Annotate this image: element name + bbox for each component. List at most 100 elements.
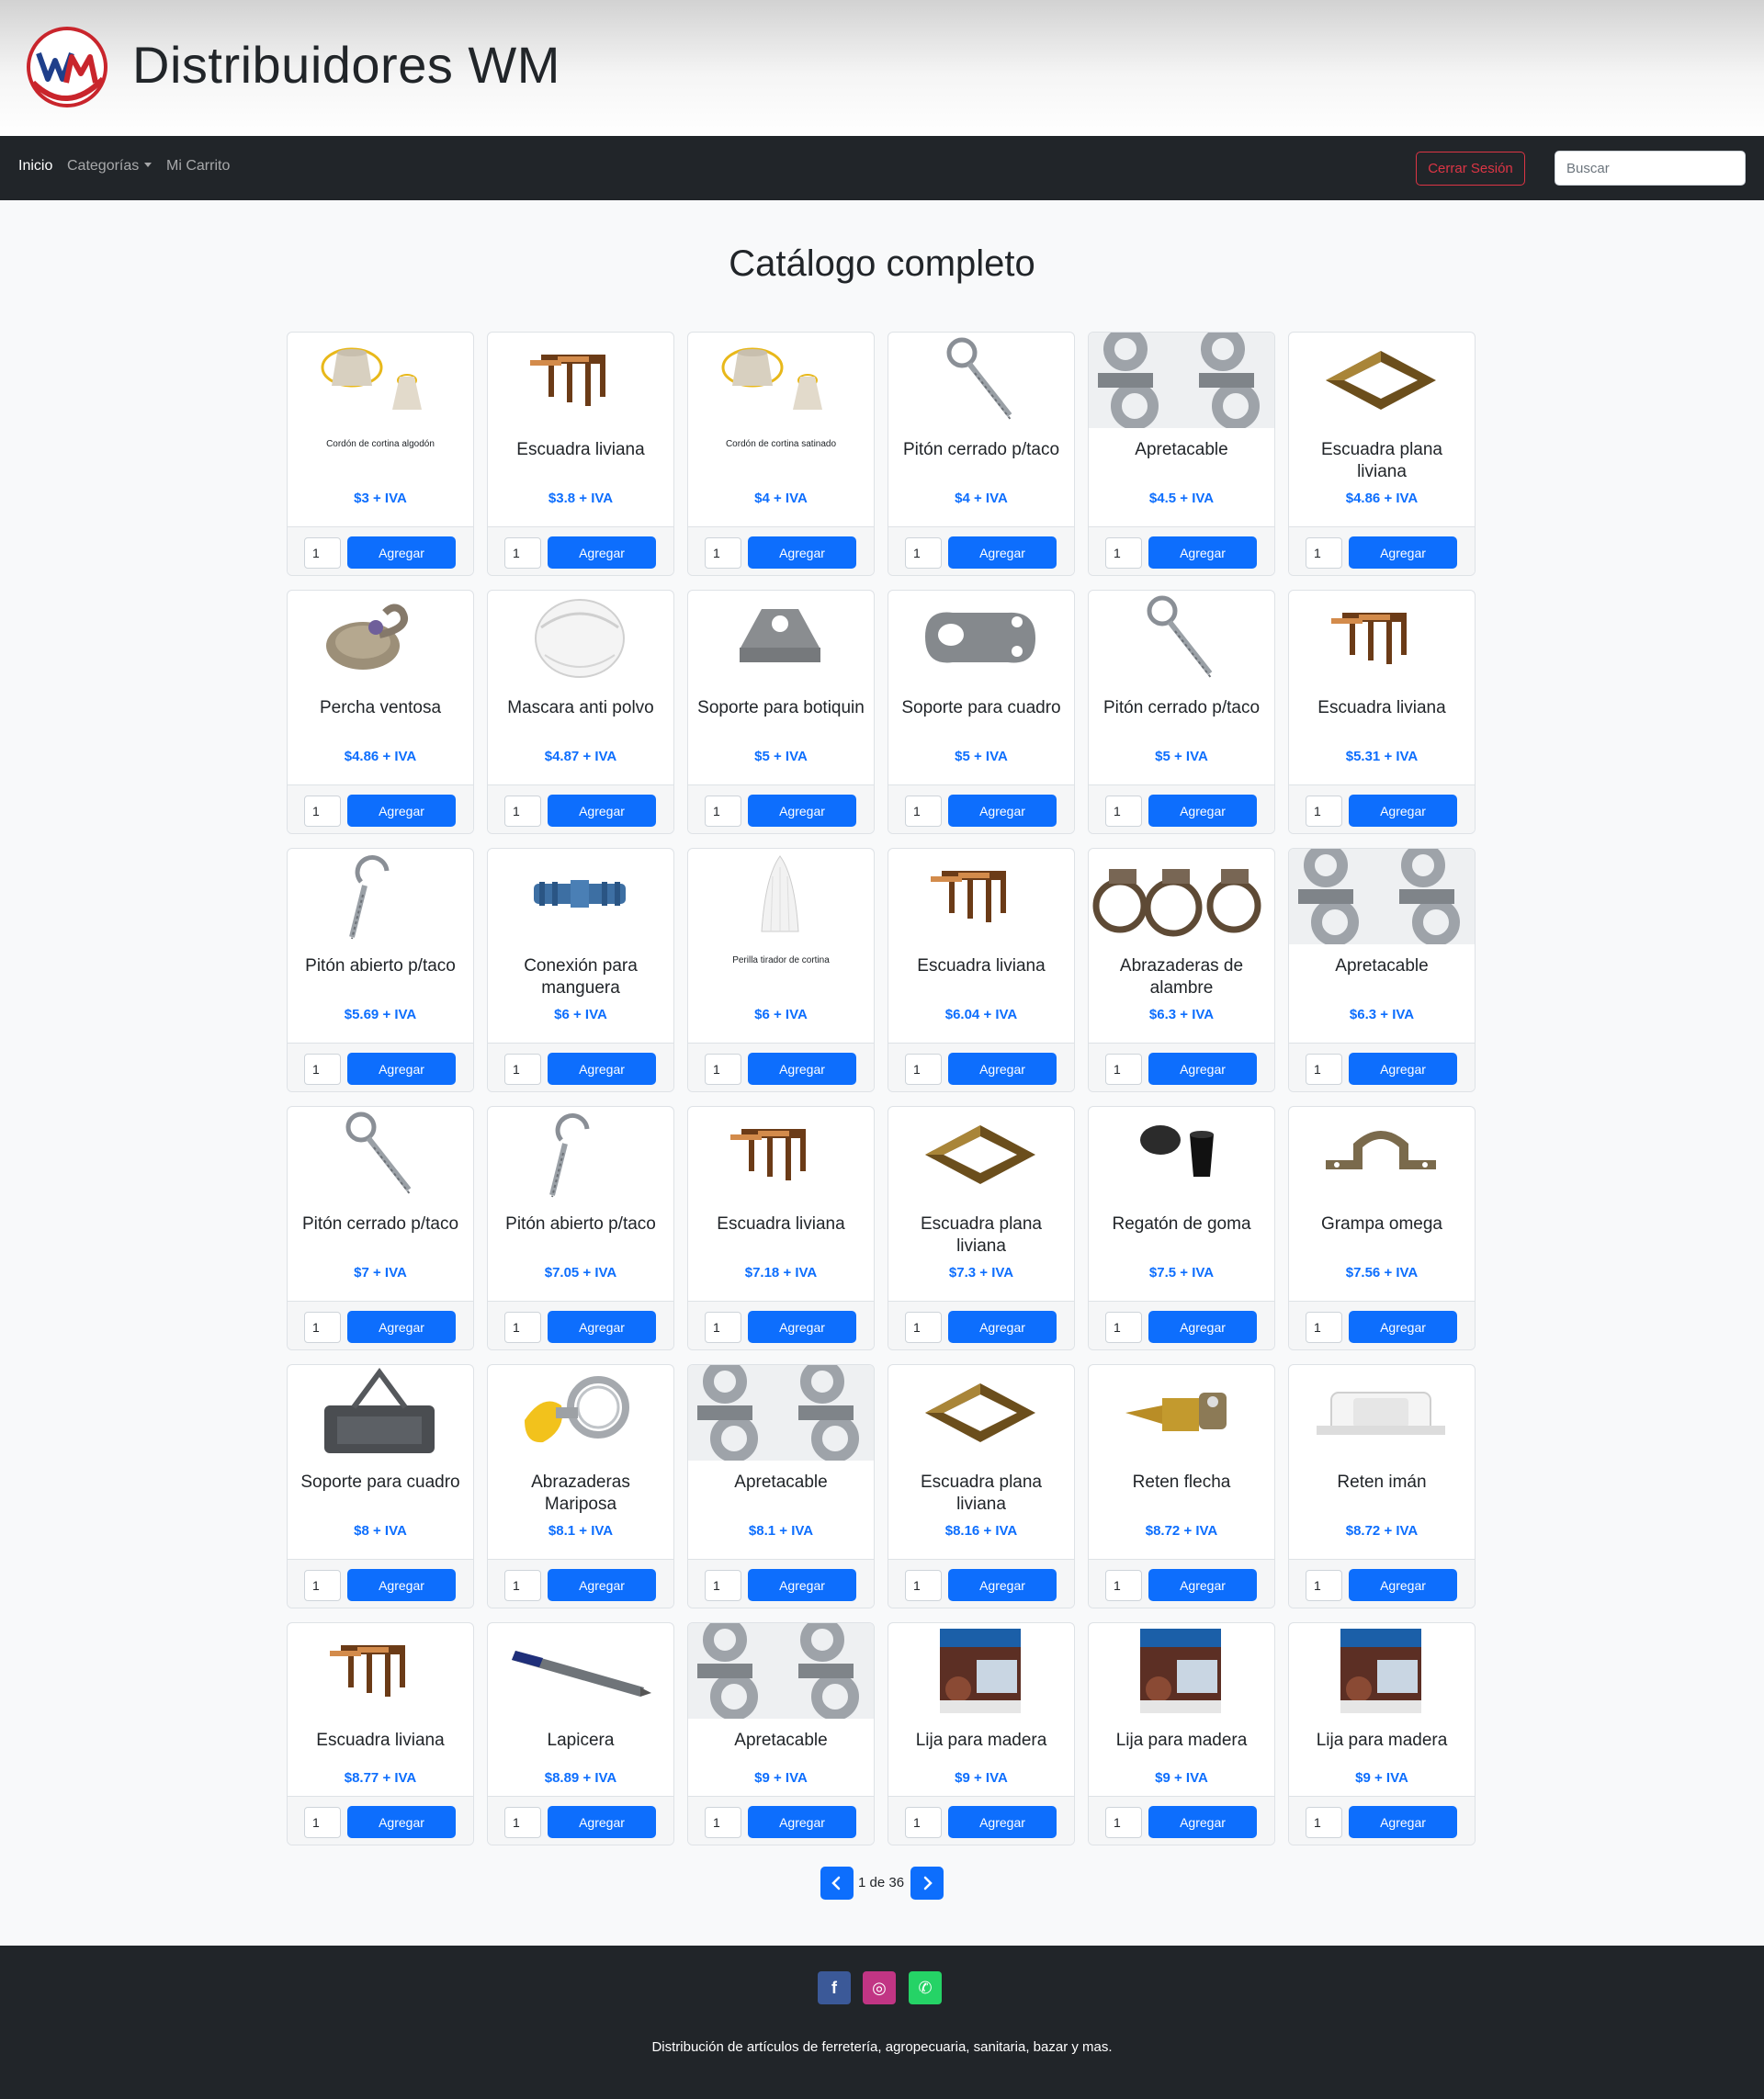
sandpaper-icon <box>1140 1629 1221 1713</box>
quantity-input[interactable] <box>1105 1312 1142 1343</box>
add-to-cart-button[interactable]: Agregar <box>948 795 1057 827</box>
quantity-input[interactable] <box>905 1312 942 1343</box>
add-to-cart-button[interactable]: Agregar <box>548 536 656 569</box>
add-to-cart-button[interactable]: Agregar <box>548 795 656 827</box>
add-to-cart-button[interactable]: Agregar <box>948 1053 1057 1085</box>
add-to-cart-button[interactable]: Agregar <box>1349 1806 1457 1838</box>
add-to-cart-button[interactable]: Agregar <box>948 1806 1057 1838</box>
instagram-icon[interactable]: ◎ <box>863 1971 896 2004</box>
add-to-cart-button[interactable]: Agregar <box>1148 1569 1257 1601</box>
product-price: $7 + IVA <box>354 1265 407 1281</box>
add-to-cart-button[interactable]: Agregar <box>548 1569 656 1601</box>
nav-inicio[interactable]: Inicio <box>18 158 53 174</box>
product-card: Percha ventosa $4.86 + IVA Agregar <box>287 590 474 834</box>
card-footer: Agregar <box>688 784 874 833</box>
quantity-input[interactable] <box>304 1807 341 1838</box>
next-page-button[interactable] <box>910 1867 944 1900</box>
quantity-input[interactable] <box>504 1570 541 1601</box>
add-to-cart-button[interactable]: Agregar <box>1349 1053 1457 1085</box>
quantity-input[interactable] <box>705 1312 741 1343</box>
add-to-cart-button[interactable]: Agregar <box>548 1806 656 1838</box>
add-to-cart-button[interactable]: Agregar <box>1349 795 1457 827</box>
logout-button[interactable]: Cerrar Sesión <box>1416 152 1525 186</box>
quantity-input[interactable] <box>504 537 541 569</box>
add-to-cart-button[interactable]: Agregar <box>1148 536 1257 569</box>
product-title: Apretacable <box>734 1473 828 1492</box>
quantity-input[interactable] <box>1306 1807 1342 1838</box>
quantity-input[interactable] <box>1105 1807 1142 1838</box>
add-to-cart-button[interactable]: Agregar <box>1148 1053 1257 1085</box>
add-to-cart-button[interactable]: Agregar <box>748 1569 856 1601</box>
add-to-cart-button[interactable]: Agregar <box>1148 1311 1257 1343</box>
add-to-cart-button[interactable]: Agregar <box>748 1311 856 1343</box>
add-to-cart-button[interactable]: Agregar <box>347 1311 456 1343</box>
quantity-input[interactable] <box>1306 1570 1342 1601</box>
add-to-cart-button[interactable]: Agregar <box>948 536 1057 569</box>
quantity-input[interactable] <box>1306 1312 1342 1343</box>
add-to-cart-button[interactable]: Agregar <box>347 536 456 569</box>
quantity-input[interactable] <box>705 796 741 827</box>
chevron-left-icon <box>831 1876 841 1890</box>
add-to-cart-button[interactable]: Agregar <box>548 1311 656 1343</box>
quantity-input[interactable] <box>905 1570 942 1601</box>
cord-spools-icon <box>321 347 422 410</box>
add-to-cart-button[interactable]: Agregar <box>1349 1569 1457 1601</box>
quantity-input[interactable] <box>1105 1570 1142 1601</box>
quantity-input[interactable] <box>1306 1054 1342 1085</box>
quantity-input[interactable] <box>705 1054 741 1085</box>
add-to-cart-button[interactable]: Agregar <box>347 795 456 827</box>
whatsapp-icon[interactable]: ✆ <box>909 1971 942 2004</box>
add-to-cart-button[interactable]: Agregar <box>748 1053 856 1085</box>
quantity-input[interactable] <box>905 1054 942 1085</box>
quantity-input[interactable] <box>705 537 741 569</box>
quantity-input[interactable] <box>304 1570 341 1601</box>
quantity-input[interactable] <box>905 537 942 569</box>
add-to-cart-button[interactable]: Agregar <box>748 1806 856 1838</box>
quantity-input[interactable] <box>304 1312 341 1343</box>
quantity-input[interactable] <box>504 1807 541 1838</box>
quantity-input[interactable] <box>1105 796 1142 827</box>
add-to-cart-button[interactable]: Agregar <box>748 795 856 827</box>
add-to-cart-button[interactable]: Agregar <box>948 1569 1057 1601</box>
product-title: Pitón cerrado p/taco <box>301 1214 459 1234</box>
prev-page-button[interactable] <box>820 1867 854 1900</box>
quantity-input[interactable] <box>1306 537 1342 569</box>
add-to-cart-button[interactable]: Agregar <box>748 536 856 569</box>
add-to-cart-button[interactable]: Agregar <box>347 1569 456 1601</box>
add-to-cart-button[interactable]: Agregar <box>1148 795 1257 827</box>
card-footer: Agregar <box>688 1796 874 1845</box>
search-input[interactable] <box>1555 151 1746 186</box>
product-price: $8 + IVA <box>354 1523 407 1539</box>
add-to-cart-button[interactable]: Agregar <box>1349 536 1457 569</box>
brand-logo[interactable] <box>24 26 110 108</box>
quantity-input[interactable] <box>504 796 541 827</box>
quantity-input[interactable] <box>1105 537 1142 569</box>
quantity-input[interactable] <box>504 1312 541 1343</box>
facebook-icon[interactable]: f <box>818 1971 851 2004</box>
navbar: Inicio Categorías Mi Carrito <box>0 136 1764 200</box>
quantity-input[interactable] <box>304 537 341 569</box>
add-to-cart-button[interactable]: Agregar <box>347 1806 456 1838</box>
add-to-cart-button[interactable]: Agregar <box>548 1053 656 1085</box>
card-footer: Agregar <box>1289 526 1475 575</box>
add-to-cart-button[interactable]: Agregar <box>1148 1806 1257 1838</box>
add-to-cart-button[interactable]: Agregar <box>347 1053 456 1085</box>
quantity-input[interactable] <box>304 796 341 827</box>
quantity-input[interactable] <box>705 1570 741 1601</box>
nav-categorias[interactable]: Categorías <box>67 158 153 175</box>
quantity-input[interactable] <box>1105 1054 1142 1085</box>
quantity-input[interactable] <box>504 1054 541 1085</box>
add-to-cart-button[interactable]: Agregar <box>1349 1311 1457 1343</box>
brackets-icon <box>931 871 1006 922</box>
product-grid: Cordón de cortina algodón $3 + IVA Agregar… <box>287 332 1478 1845</box>
quantity-input[interactable] <box>905 796 942 827</box>
quantity-input[interactable] <box>1306 796 1342 827</box>
nav-carrito[interactable]: Mi Carrito <box>166 158 231 174</box>
quantity-input[interactable] <box>705 1807 741 1838</box>
quantity-input[interactable] <box>905 1807 942 1838</box>
site-title: Distribuidores WM <box>132 36 560 94</box>
add-to-cart-button[interactable]: Agregar <box>948 1311 1057 1343</box>
product-price: $5.31 + IVA <box>1345 749 1419 764</box>
quantity-input[interactable] <box>304 1054 341 1085</box>
card-footer: Agregar <box>688 1043 874 1091</box>
